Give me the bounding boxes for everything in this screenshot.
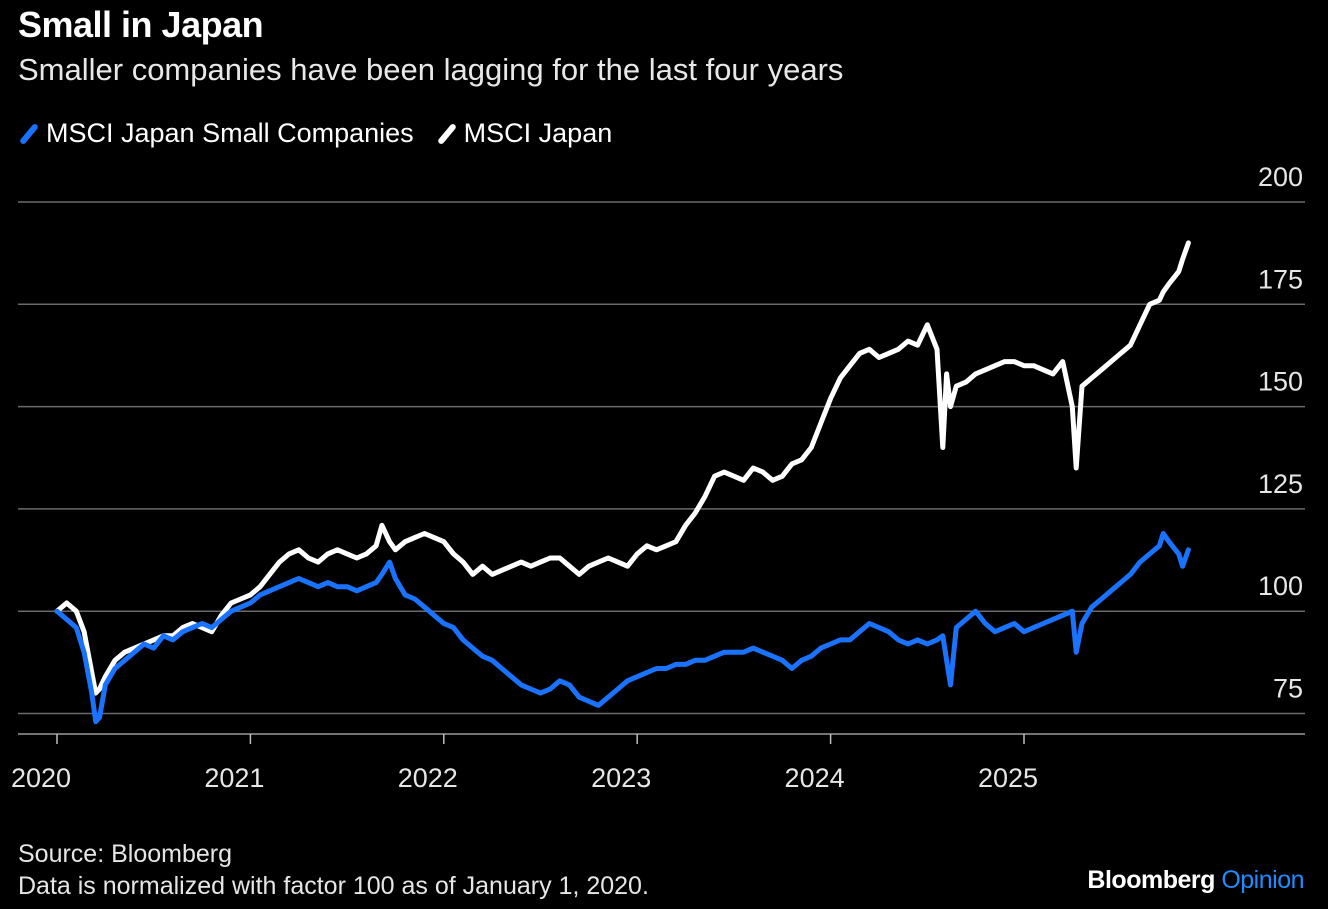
legend-item-small-companies: MSCI Japan Small Companies (18, 118, 414, 149)
y-tick-label-125: 125 (1258, 469, 1303, 499)
y-tick-label-100: 100 (1258, 571, 1303, 601)
brand-logo: Bloomberg Opinion (1087, 866, 1304, 895)
legend-item-msci-japan: MSCI Japan (436, 118, 613, 149)
normalization-note: Data is normalized with factor 100 as of… (18, 872, 649, 900)
x-tick-label-2021: 2021 (204, 763, 264, 793)
x-tick-label-2023: 2023 (591, 763, 651, 793)
x-tick-label-2022: 2022 (398, 763, 458, 793)
brand-main: Bloomberg (1087, 866, 1215, 894)
source-note: Source: Bloomberg Data is normalized wit… (18, 838, 649, 902)
series-line-small-companies (54, 531, 1191, 725)
chart-subtitle: Smaller companies have been lagging for … (18, 52, 844, 87)
source-text: Source: Bloomberg (18, 840, 233, 868)
x-tick-label-2025: 2025 (978, 763, 1038, 793)
y-tick-label-200: 200 (1258, 162, 1303, 192)
x-tick-label-2024: 2024 (785, 763, 845, 793)
x-tick-label-2020: 2020 (11, 763, 71, 793)
series-line-msci-japan (54, 240, 1191, 696)
chart-title: Small in Japan (18, 4, 264, 45)
legend: MSCI Japan Small Companies MSCI Japan (18, 118, 634, 149)
legend-label-msci-japan: MSCI Japan (463, 118, 613, 148)
y-tick-label-75: 75 (1273, 674, 1303, 704)
legend-label-small-companies: MSCI Japan Small Companies (46, 118, 414, 148)
y-tick-label-150: 150 (1258, 367, 1303, 397)
y-tick-label-175: 175 (1258, 264, 1303, 294)
brand-accent: Opinion (1221, 866, 1304, 894)
